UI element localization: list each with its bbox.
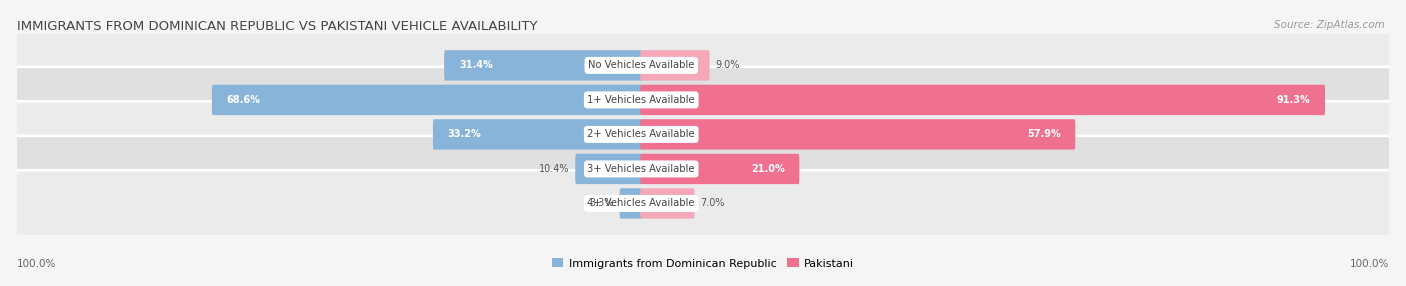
Text: 21.0%: 21.0% [751, 164, 785, 174]
Text: 10.4%: 10.4% [538, 164, 569, 174]
FancyBboxPatch shape [640, 188, 695, 219]
Text: 3.3%: 3.3% [589, 198, 614, 208]
Text: 4+ Vehicles Available: 4+ Vehicles Available [588, 198, 695, 208]
FancyBboxPatch shape [640, 50, 710, 81]
Text: 31.4%: 31.4% [458, 60, 492, 70]
Text: IMMIGRANTS FROM DOMINICAN REPUBLIC VS PAKISTANI VEHICLE AVAILABILITY: IMMIGRANTS FROM DOMINICAN REPUBLIC VS PA… [17, 20, 537, 33]
Text: Source: ZipAtlas.com: Source: ZipAtlas.com [1274, 20, 1385, 30]
Text: 68.6%: 68.6% [226, 95, 260, 105]
Text: 7.0%: 7.0% [700, 198, 725, 208]
FancyBboxPatch shape [433, 119, 643, 150]
Text: 33.2%: 33.2% [447, 130, 481, 139]
Text: 57.9%: 57.9% [1026, 130, 1060, 139]
FancyBboxPatch shape [640, 85, 1324, 115]
FancyBboxPatch shape [14, 101, 1392, 168]
FancyBboxPatch shape [640, 154, 800, 184]
FancyBboxPatch shape [14, 170, 1392, 237]
Text: No Vehicles Available: No Vehicles Available [588, 60, 695, 70]
FancyBboxPatch shape [14, 32, 1392, 98]
Text: 100.0%: 100.0% [1350, 259, 1389, 269]
Text: 2+ Vehicles Available: 2+ Vehicles Available [588, 130, 695, 139]
FancyBboxPatch shape [640, 119, 1076, 150]
FancyBboxPatch shape [212, 85, 643, 115]
FancyBboxPatch shape [14, 136, 1392, 202]
Text: 100.0%: 100.0% [17, 259, 56, 269]
Text: 91.3%: 91.3% [1277, 95, 1310, 105]
FancyBboxPatch shape [575, 154, 643, 184]
Legend: Immigrants from Dominican Republic, Pakistani: Immigrants from Dominican Republic, Paki… [547, 254, 859, 273]
Text: 1+ Vehicles Available: 1+ Vehicles Available [588, 95, 695, 105]
Text: 3+ Vehicles Available: 3+ Vehicles Available [588, 164, 695, 174]
FancyBboxPatch shape [620, 188, 643, 219]
FancyBboxPatch shape [14, 67, 1392, 133]
Text: 9.0%: 9.0% [716, 60, 740, 70]
FancyBboxPatch shape [444, 50, 643, 81]
